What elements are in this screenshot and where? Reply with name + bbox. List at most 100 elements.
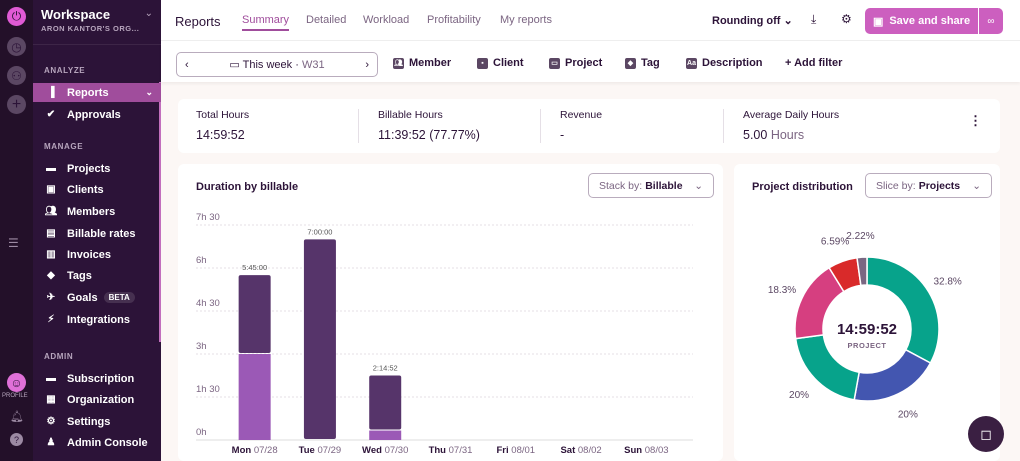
icon-rail: ⏻ ◷ ⚇ + ☰ ☺ PROFILE 🔔︎ ? xyxy=(0,0,33,461)
sidebar-item-label: Clients xyxy=(67,183,104,196)
filter-label: Project xyxy=(565,57,603,69)
slice-label: 20% xyxy=(898,410,918,421)
help-icon[interactable]: ? xyxy=(10,433,23,446)
sidebar-scrollbar[interactable] xyxy=(159,82,161,342)
more-options-icon[interactable]: ⋮ xyxy=(969,113,982,128)
stat-label: Revenue xyxy=(560,109,603,121)
stack-value: Billable xyxy=(645,179,683,192)
tab-my-reports[interactable]: My reports xyxy=(500,14,552,26)
slice-label: 20% xyxy=(789,390,809,401)
bell-icon[interactable]: 🔔︎ xyxy=(10,411,24,423)
tab-summary[interactable]: Summary xyxy=(242,14,290,31)
stat-average-daily-hours: Average Daily Hours 5.00 Hours xyxy=(743,109,839,142)
rounding-dropdown[interactable]: Rounding off ⌄ xyxy=(712,15,793,27)
sidebar-item-billable-rates[interactable]: ▤ Billable rates xyxy=(33,224,161,243)
sidebar-item-invoices[interactable]: ▥ Invoices xyxy=(33,245,161,264)
member-icon: 👥︎ xyxy=(393,57,404,69)
sidebar-item-tags[interactable]: ◆ Tags xyxy=(33,266,161,285)
client-icon: ▪ xyxy=(477,57,488,69)
date-range-picker[interactable]: ‹ ▭ This week · W31 › xyxy=(176,52,378,77)
x-tick-label: Mon 07/28 xyxy=(232,445,278,456)
sidebar-item-approvals[interactable]: ✔ Approvals xyxy=(33,105,161,124)
team-icon[interactable]: ⚇ xyxy=(7,66,26,85)
sidebar-item-label: Approvals xyxy=(67,108,121,121)
sidebar-item-goals[interactable]: ✈ Goals BETA xyxy=(33,288,161,307)
admin-icon: ♟ xyxy=(46,437,56,448)
slice-label: Slice by: xyxy=(876,179,916,192)
gear-icon[interactable]: ⚙ xyxy=(841,12,852,26)
chevron-down-icon[interactable]: ⌄ xyxy=(144,8,153,19)
sidebar: Workspace ⌄ ARON KANTOR'S ORG... ANALYZE… xyxy=(33,0,161,461)
power-icon[interactable]: ⏻ xyxy=(7,7,26,26)
sidebar-item-integrations[interactable]: ⚡︎ Integrations xyxy=(33,310,161,329)
add-filter-button[interactable]: + Add filter xyxy=(785,57,843,69)
filter-client[interactable]: ▪ Client xyxy=(477,57,524,69)
download-icon[interactable]: ⤓ xyxy=(811,12,817,26)
bar-total-label: 2:14:52 xyxy=(373,364,398,373)
tab-profitability[interactable]: Profitability xyxy=(427,14,481,26)
save-and-share-button[interactable]: ▣ Save and share xyxy=(865,8,978,34)
sidebar-item-organization[interactable]: ▦ Organization xyxy=(33,390,161,409)
donut-center-value: 14:59:52 xyxy=(837,321,897,338)
value: 11:39:52 (77.77%) xyxy=(378,128,480,142)
building-icon: ▦ xyxy=(46,394,56,405)
donut-slice xyxy=(856,256,868,287)
y-tick-label: 3h xyxy=(196,341,207,352)
sidebar-item-label: Projects xyxy=(67,162,111,175)
chevron-down-icon: ⌄ xyxy=(145,87,153,97)
tag-icon: ◆ xyxy=(625,57,636,69)
sidebar-item-members[interactable]: 👥︎ Members xyxy=(33,202,161,221)
description-icon: Aa xyxy=(686,57,697,69)
chart-title: Duration by billable xyxy=(196,181,299,193)
folder-icon: ▬ xyxy=(46,163,56,174)
filter-label: Description xyxy=(702,57,763,69)
slice-label: 32.8% xyxy=(933,277,961,288)
filter-label: Tag xyxy=(641,57,660,69)
plug-icon: ⚡︎ xyxy=(47,314,55,325)
avatar[interactable]: ☺ xyxy=(7,373,26,392)
rounding-label: Rounding off xyxy=(712,15,781,27)
donut-chart: 32.8% 20% 20% 18.3% 6.59%2.22% 14:59:52 PROJEC… xyxy=(768,231,962,421)
bar-segment xyxy=(303,239,336,439)
stack-by-dropdown[interactable]: Stack by: Billable ⌄ xyxy=(588,173,714,198)
sidebar-item-subscription[interactable]: ▬ Subscription xyxy=(33,369,161,388)
link-icon[interactable]: ∞ xyxy=(979,8,1003,34)
workspace-name[interactable]: Workspace xyxy=(41,7,111,22)
tab-detailed[interactable]: Detailed xyxy=(306,14,347,26)
sidebar-item-projects[interactable]: ▬ Projects xyxy=(33,159,161,178)
page-title: Reports xyxy=(175,14,221,29)
filter-description[interactable]: Aa Description xyxy=(686,57,763,69)
save-icon: ▣ xyxy=(872,15,884,28)
sidebar-item-label: Integrations xyxy=(67,313,130,326)
clock-icon[interactable]: ◷ xyxy=(7,37,26,56)
sidebar-item-admin-console[interactable]: ♟ Admin Console xyxy=(33,433,161,452)
section-label: MANAGE xyxy=(44,142,84,151)
sidebar-item-reports[interactable]: ▐ Reports ⌄ xyxy=(33,83,161,102)
bar-segment xyxy=(369,375,402,430)
bar-total-label: 7:00:00 xyxy=(307,227,332,236)
slice-by-dropdown[interactable]: Slice by: Projects ⌄ xyxy=(865,173,992,198)
filter-bar: ‹ ▭ This week · W31 › 👥︎ Member ▪ Client ▭ Pr… xyxy=(161,40,1020,82)
collapse-sidebar-icon[interactable]: ☰ xyxy=(8,236,19,250)
filter-tag[interactable]: ◆ Tag xyxy=(625,57,660,69)
tab-workload[interactable]: Workload xyxy=(363,14,410,26)
filter-member[interactable]: 👥︎ Member xyxy=(393,57,451,69)
chart-title: Project distribution xyxy=(752,181,853,193)
sidebar-item-label: Reports xyxy=(67,86,109,99)
prev-week-button[interactable]: ‹ xyxy=(185,58,189,71)
section-label: ANALYZE xyxy=(44,66,86,75)
filter-project[interactable]: ▭ Project xyxy=(549,57,602,69)
sidebar-item-clients[interactable]: ▣ Clients xyxy=(33,180,161,199)
sidebar-item-settings[interactable]: ⚙ Settings xyxy=(33,412,161,431)
plus-icon[interactable]: + xyxy=(7,95,26,114)
next-week-button[interactable]: › xyxy=(365,58,369,71)
sidebar-item-label: Billable rates xyxy=(67,227,136,240)
client-icon: ▣ xyxy=(46,184,56,195)
sidebar-item-label: Settings xyxy=(67,415,111,428)
chevron-down-icon: ⌄ xyxy=(694,179,703,192)
chat-button[interactable]: ◻ xyxy=(968,416,1004,452)
summary-stats-card: Total Hours 14:59:52 Billable Hours 11:39:5… xyxy=(178,99,1000,153)
bar-segment xyxy=(238,354,271,440)
donut-center-label: PROJECT xyxy=(848,341,887,350)
rocket-icon: ✈ xyxy=(46,292,56,303)
